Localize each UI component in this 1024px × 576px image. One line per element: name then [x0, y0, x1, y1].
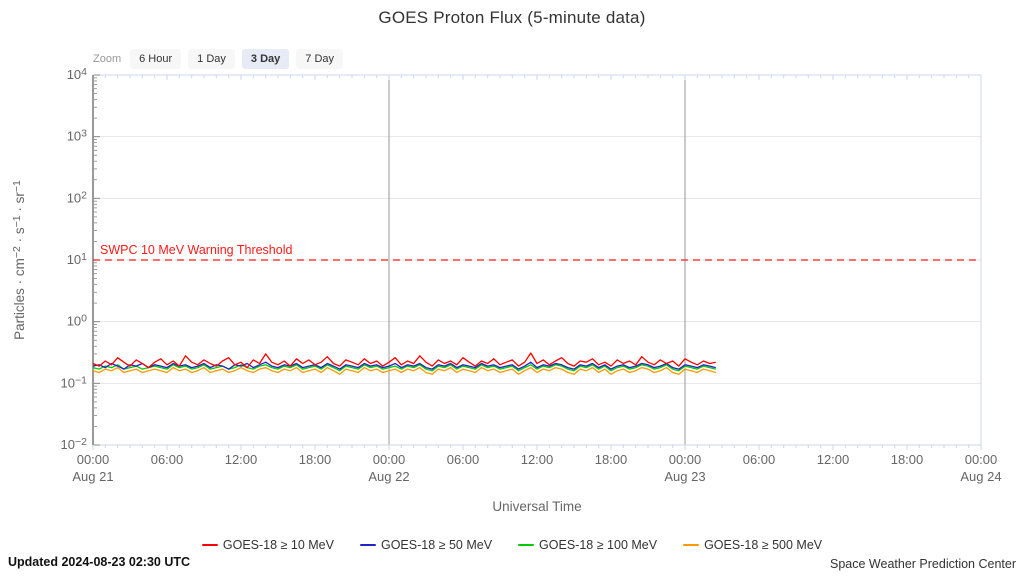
x-tick-label: 12:00	[225, 452, 258, 467]
series-line-2	[92, 364, 716, 372]
series-line-3	[92, 366, 716, 375]
x-tick-label: 06:00	[447, 452, 480, 467]
series-line-1	[92, 361, 716, 370]
x-axis-title: Universal Time	[492, 499, 581, 514]
y-tick-label: 104	[67, 66, 87, 82]
legend-label: GOES-18 ≥ 50 MeV	[380, 538, 493, 552]
x-tick-label: 12:00	[521, 452, 554, 467]
zoom-button-7day[interactable]: 7 Day	[296, 49, 344, 70]
page-title: GOES Proton Flux (5-minute data)	[378, 8, 646, 27]
y-tick-label: 101	[67, 251, 87, 267]
y-axis-title: Particles · cm−2 · s−1 · sr−1	[11, 180, 27, 340]
zoom-toolbar-label: Zoom	[93, 53, 122, 66]
x-date-label: Aug 24	[960, 469, 1001, 484]
zoom-button-1day[interactable]: 1 Day	[188, 49, 235, 70]
x-tick-label: 06:00	[743, 452, 776, 467]
legend-item-100mev[interactable]: GOES-18 ≥ 100 MeV	[518, 538, 657, 552]
y-tick-label: 102	[67, 189, 87, 205]
plot-area[interactable]	[93, 75, 981, 445]
x-tick-label: 12:00	[817, 452, 850, 467]
x-tick-label: 00:00	[669, 452, 702, 467]
y-tick-label: 103	[67, 128, 87, 144]
legend-marker-green-icon	[518, 543, 535, 547]
legend-item-50mev[interactable]: GOES-18 ≥ 50 MeV	[359, 538, 493, 552]
legend-label: GOES-18 ≥ 10 MeV	[222, 538, 334, 552]
y-tick-label: 10−1	[61, 374, 88, 390]
chart-legend: GOES-18 ≥ 10 MeV GOES-18 ≥ 50 MeV GOES-1…	[0, 538, 1024, 552]
legend-marker-orange-icon	[683, 543, 700, 547]
updated-timestamp: Updated 2024-08-23 02:30 UTC	[8, 555, 191, 569]
x-date-label: Aug 22	[368, 469, 409, 484]
zoom-button-6hour[interactable]: 6 Hour	[130, 49, 182, 70]
y-tick-label: 10−2	[61, 436, 88, 452]
legend-label: GOES-18 ≥ 500 MeV	[704, 538, 823, 552]
x-tick-label: 00:00	[373, 452, 406, 467]
legend-marker-red-icon	[201, 543, 218, 547]
legend-item-500mev[interactable]: GOES-18 ≥ 500 MeV	[683, 538, 822, 552]
x-tick-label: 18:00	[891, 452, 924, 467]
legend-marker-blue-icon	[359, 543, 376, 547]
x-tick-label: 00:00	[77, 452, 110, 467]
x-date-label: Aug 21	[72, 469, 113, 484]
x-tick-label: 06:00	[151, 452, 184, 467]
x-tick-label: 18:00	[299, 452, 332, 467]
x-date-label: Aug 23	[664, 469, 705, 484]
x-tick-label: 18:00	[595, 452, 628, 467]
y-tick-label: 100	[67, 313, 87, 329]
series-line-0	[92, 352, 716, 369]
legend-label: GOES-18 ≥ 100 MeV	[539, 538, 658, 552]
x-tick-label: 00:00	[965, 452, 998, 467]
legend-item-10mev[interactable]: GOES-18 ≥ 10 MeV	[201, 538, 334, 552]
threshold-label: SWPC 10 MeV Warning Threshold	[100, 243, 292, 257]
zoom-toolbar: Zoom 6 Hour 1 Day 3 Day 7 Day	[93, 49, 344, 70]
zoom-button-3day[interactable]: 3 Day	[241, 49, 290, 70]
source-credit: Space Weather Prediction Center	[830, 557, 1016, 571]
